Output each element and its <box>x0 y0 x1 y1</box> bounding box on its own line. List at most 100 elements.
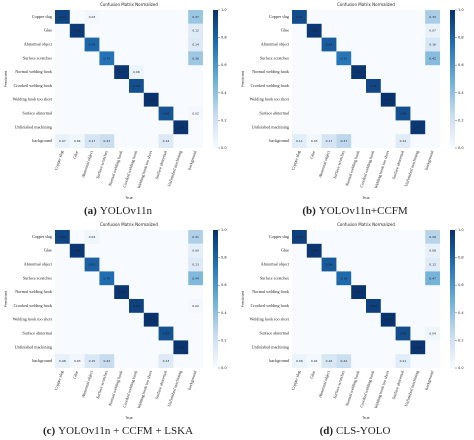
cell-label: 0.11 <box>296 139 303 143</box>
cell <box>336 271 352 286</box>
cell-label: 0.27 <box>340 139 347 143</box>
cell <box>84 134 100 148</box>
cell-label: 0.06 <box>133 70 140 74</box>
caption: (c) YOLOv11n + CCFM + LSKA <box>43 425 193 437</box>
cell <box>425 257 440 272</box>
cell-label: 0.87 <box>163 332 170 336</box>
x-tick-label: Glue <box>309 370 316 379</box>
cell <box>306 23 322 38</box>
x-tick-label: background <box>424 369 435 390</box>
y-tick-label: Crooked welding hook <box>14 83 53 88</box>
y-tick-label: Surface scratches <box>23 55 53 60</box>
cell-label: 0.94 <box>370 304 377 308</box>
cell-label: 0.02 <box>192 304 199 308</box>
cell <box>84 10 100 24</box>
colorbar-tick-label: 0.2 <box>458 338 464 342</box>
y-tick-label: Welding hook too short <box>250 317 290 322</box>
cell <box>188 271 203 286</box>
y-tick-label: Surface abnormal <box>259 110 289 115</box>
y-tick-label: Normal welding hook <box>15 69 53 74</box>
cell-label: 0.98 <box>355 70 362 74</box>
cell <box>173 340 189 355</box>
cell <box>321 354 337 368</box>
chart-title: Confusion Matrix Normalized <box>100 2 158 7</box>
cell <box>114 285 129 299</box>
cell <box>321 134 337 148</box>
y-tick-label: Normal welding hook <box>15 289 53 294</box>
cell <box>69 243 85 258</box>
cell-label: 0.99 <box>355 290 362 294</box>
cell-label: 0.94 <box>296 235 303 239</box>
x-tick-label: Glue <box>72 150 79 159</box>
colorbar-tick-label: 0.0 <box>458 366 464 370</box>
cell <box>395 354 411 368</box>
cell <box>84 37 100 52</box>
colorbar-tick-label: 0.4 <box>458 91 464 95</box>
cell-label: 0.13 <box>192 263 199 267</box>
cell-label: 0.98 <box>177 345 184 349</box>
y-tick-label: background <box>32 358 53 363</box>
cell-label: 0.04 <box>429 332 436 336</box>
y-tick-label: Unfinished machining <box>15 344 53 349</box>
cell-label: 0.97 <box>311 29 318 33</box>
colorbar-tick-label: 1.0 <box>458 228 464 232</box>
cell-label: 0.14 <box>192 43 199 47</box>
chart-title: Confusion Matrix Normalized <box>337 222 395 227</box>
y-tick-label: Welding hook too short <box>13 317 53 322</box>
x-tick-label: Copper slag <box>53 149 64 171</box>
x-tick-label: Copper slag <box>290 369 301 391</box>
colorbar-tick-label: 0.0 <box>221 366 227 370</box>
x-tick-label: Glue <box>309 150 316 159</box>
cell-label: 0.03 <box>89 15 96 19</box>
cell-label: 0.98 <box>414 345 421 349</box>
y-axis-label: Predicted <box>241 291 245 307</box>
y-tick-label: Unfinished machining <box>252 344 290 349</box>
cell-label: 0.99 <box>385 98 392 102</box>
cell-label: 0.97 <box>414 125 421 129</box>
cell <box>306 243 322 258</box>
cell <box>410 340 426 355</box>
panel: Confusion Matrix Normalized 0.93 0.03 0.37 0… <box>4 2 227 217</box>
colorbar-tick-label: 0.6 <box>458 283 464 287</box>
cell <box>321 37 337 52</box>
cell <box>55 230 70 244</box>
cell <box>143 92 159 107</box>
cell-label: 0.91 <box>370 84 377 88</box>
y-tick-label: Copper slag <box>269 234 290 239</box>
y-tick-label: Crooked welding hook <box>251 303 290 308</box>
panel: Confusion Matrix Normalized 0.94 0.29 0.98 0… <box>241 222 464 437</box>
colorbar-tick-label: 0.8 <box>221 36 227 40</box>
cell-label: 0.89 <box>296 15 303 19</box>
cell-label: 0.76 <box>103 276 110 280</box>
cell <box>69 23 85 38</box>
cell <box>99 134 115 148</box>
colorbar-tick-label: 0.2 <box>221 118 227 122</box>
colorbar <box>213 10 218 148</box>
cell <box>336 354 352 368</box>
caption-panel: (c) <box>43 425 56 437</box>
cell-label: 0.96 <box>74 29 81 33</box>
colorbar-tick-label: 1.0 <box>221 228 227 232</box>
cell <box>395 326 411 341</box>
cell <box>336 51 352 66</box>
cell <box>129 79 144 93</box>
y-tick-label: Glue <box>44 28 52 33</box>
caption-panel: (a) <box>84 205 97 217</box>
colorbar-tick-label: 0.4 <box>458 311 464 315</box>
y-tick-label: Abnormal object <box>24 261 53 266</box>
cell-label: 0.11 <box>400 359 407 363</box>
caption: (a) YOLOv11n <box>84 205 152 217</box>
y-tick-label: Surface scratches <box>260 55 290 60</box>
cell <box>425 10 440 24</box>
y-axis-label: Predicted <box>241 71 245 87</box>
cell <box>292 354 307 368</box>
cell <box>425 37 440 52</box>
cell <box>69 134 85 148</box>
y-tick-label: Glue <box>281 248 289 253</box>
y-tick-label: Abnormal object <box>261 41 290 46</box>
x-tick-label: Copper slag <box>53 369 64 391</box>
y-tick-label: background <box>32 138 53 143</box>
y-tick-label: Normal welding hook <box>252 289 290 294</box>
cell-label: 0.89 <box>400 332 407 336</box>
colorbar-tick-label: 0.8 <box>458 256 464 260</box>
